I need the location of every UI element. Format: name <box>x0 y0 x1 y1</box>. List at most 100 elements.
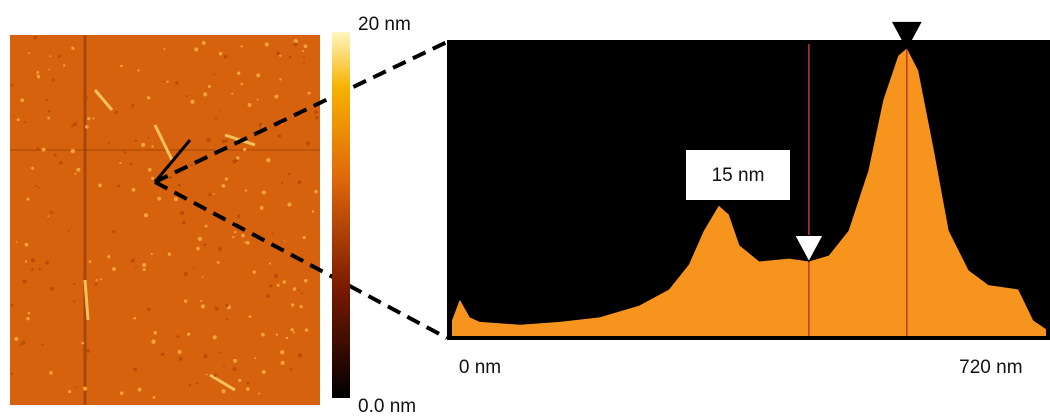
colorbar <box>332 32 350 398</box>
afm-speckle <box>266 157 271 163</box>
afm-speckle <box>85 125 89 129</box>
afm-speckle <box>146 96 151 100</box>
afm-speckle <box>242 147 247 152</box>
cursor-marker <box>891 21 922 50</box>
afm-speckle <box>212 193 215 195</box>
plot <box>452 44 1048 338</box>
afm-speckle <box>49 371 53 375</box>
afm-speckle <box>166 80 169 83</box>
afm-speckle <box>265 294 270 298</box>
afm-speckle <box>13 115 16 117</box>
afm-speckle <box>297 180 302 184</box>
afm-speckle <box>119 391 124 396</box>
afm-speckle <box>98 183 102 188</box>
profile-line <box>153 139 192 183</box>
afm-speckle <box>133 367 138 372</box>
afm-speckle <box>264 42 269 47</box>
afm-speckle <box>208 193 212 197</box>
afm-speckle <box>224 177 228 181</box>
afm-speckle <box>280 181 284 184</box>
afm-speckle <box>45 260 49 265</box>
afm-speckle <box>305 141 311 146</box>
afm-speckle <box>45 98 49 101</box>
afm-speckle <box>190 99 195 104</box>
afm-speckle <box>22 279 27 284</box>
colorbar-label: 20 nm <box>358 14 411 35</box>
afm-speckle <box>231 92 234 95</box>
afm-speckle <box>19 343 22 346</box>
afm-speckle <box>74 172 77 175</box>
afm-speckle <box>213 73 216 76</box>
afm-speckle <box>67 389 72 394</box>
afm-speckle <box>47 109 51 113</box>
afm-speckle <box>59 161 63 165</box>
afm-speckle <box>223 54 228 59</box>
afm-speckle <box>31 166 35 170</box>
afm-speckle <box>47 215 50 217</box>
afm-speckle <box>41 147 46 152</box>
afm-speckle <box>134 139 138 143</box>
afm-speckle <box>197 236 202 242</box>
afm-speckle <box>72 282 76 286</box>
afm-speckle <box>142 267 146 271</box>
afm-speckle <box>216 260 220 264</box>
afm-speckle <box>315 115 319 120</box>
afm-speckle <box>129 162 133 166</box>
cursor-marker <box>794 235 824 263</box>
afm-speckle <box>76 167 81 172</box>
afm-speckle <box>112 267 117 272</box>
afm-speckle <box>38 186 41 189</box>
afm-speckle <box>276 51 280 56</box>
afm-speckle <box>222 364 226 367</box>
afm-speckle <box>213 373 217 377</box>
afm-speckle <box>226 318 229 321</box>
afm-speckle <box>178 356 183 361</box>
afm-speckle <box>297 353 303 358</box>
afm-speckle <box>10 372 14 376</box>
afm-speckle <box>244 189 248 192</box>
afm-speckle <box>279 54 282 57</box>
afm-speckle <box>49 55 52 57</box>
afm-speckle <box>261 190 266 195</box>
afm-speckle <box>20 98 25 103</box>
afm-speckle <box>41 343 44 346</box>
afm-speckle <box>137 69 140 72</box>
afm-speckle <box>225 139 228 143</box>
afm-speckle <box>203 354 208 359</box>
afm-speckle <box>243 241 246 244</box>
afm-speckle <box>137 387 142 392</box>
afm-speckle <box>282 240 285 243</box>
afm-speckle <box>299 305 303 309</box>
afm-image <box>10 35 320 405</box>
afm-speckle <box>290 303 295 307</box>
afm-speckle <box>33 35 37 40</box>
plot-frame <box>447 40 1050 340</box>
afm-speckle <box>130 107 133 110</box>
afm-speckle <box>11 83 14 87</box>
afm-speckle <box>240 45 243 48</box>
afm-speckle <box>71 124 75 128</box>
afm-speckle <box>276 283 280 287</box>
afm-speckle <box>302 50 305 53</box>
afm-speckle <box>214 306 219 311</box>
afm-speckle <box>152 396 156 399</box>
afm-speckle <box>207 85 211 89</box>
afm-fiber <box>93 89 114 111</box>
zoom-line <box>154 40 448 184</box>
afm-speckle <box>247 102 252 107</box>
afm-speckle <box>23 120 27 123</box>
afm-speckle <box>16 118 20 122</box>
afm-speckle <box>236 71 241 75</box>
afm-speckle <box>36 74 41 79</box>
afm-speckle <box>95 279 98 282</box>
afm-speckle <box>163 48 166 50</box>
afm-speckle <box>173 197 178 202</box>
afm-speckle <box>218 51 223 56</box>
afm-speckle <box>151 145 154 148</box>
afm-speckle <box>147 167 152 172</box>
afm-speckle <box>36 147 40 151</box>
afm-speckle <box>232 364 235 367</box>
afm-speckle <box>117 184 120 188</box>
afm-speckle <box>53 153 57 157</box>
